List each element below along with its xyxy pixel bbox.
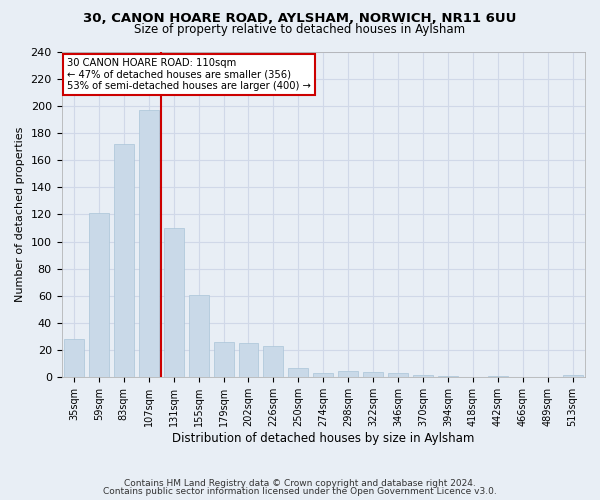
Bar <box>239 344 259 378</box>
Bar <box>563 374 583 378</box>
Bar <box>263 346 283 378</box>
Bar <box>64 340 84 378</box>
Bar <box>139 110 159 378</box>
X-axis label: Distribution of detached houses by size in Aylsham: Distribution of detached houses by size … <box>172 432 475 445</box>
Bar <box>214 342 233 378</box>
Bar <box>438 376 458 378</box>
Bar <box>114 144 134 378</box>
Bar <box>488 376 508 378</box>
Bar <box>363 372 383 378</box>
Bar <box>388 374 408 378</box>
Text: Contains public sector information licensed under the Open Government Licence v3: Contains public sector information licen… <box>103 487 497 496</box>
Bar <box>89 213 109 378</box>
Bar <box>289 368 308 378</box>
Bar <box>188 294 209 378</box>
Bar <box>164 228 184 378</box>
Bar <box>338 370 358 378</box>
Text: Contains HM Land Registry data © Crown copyright and database right 2024.: Contains HM Land Registry data © Crown c… <box>124 478 476 488</box>
Bar <box>313 374 333 378</box>
Y-axis label: Number of detached properties: Number of detached properties <box>15 126 25 302</box>
Bar <box>413 374 433 378</box>
Text: Size of property relative to detached houses in Aylsham: Size of property relative to detached ho… <box>134 22 466 36</box>
Text: 30 CANON HOARE ROAD: 110sqm
← 47% of detached houses are smaller (356)
53% of se: 30 CANON HOARE ROAD: 110sqm ← 47% of det… <box>67 58 311 91</box>
Text: 30, CANON HOARE ROAD, AYLSHAM, NORWICH, NR11 6UU: 30, CANON HOARE ROAD, AYLSHAM, NORWICH, … <box>83 12 517 26</box>
